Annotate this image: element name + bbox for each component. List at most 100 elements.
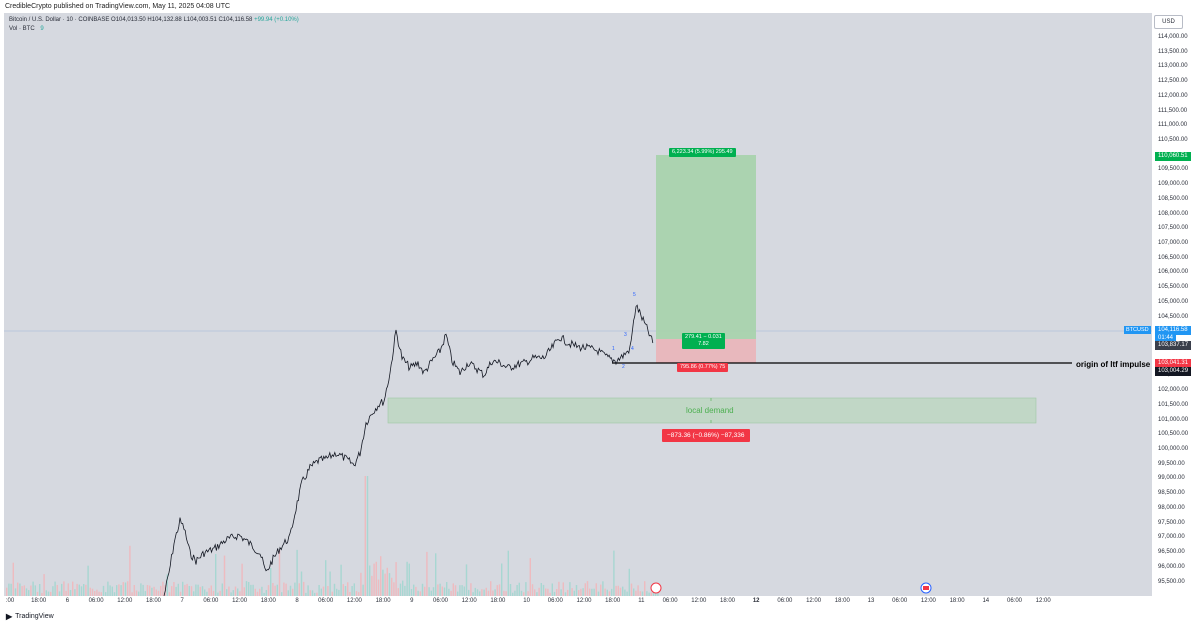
volume-bar xyxy=(320,588,322,596)
volume-bar xyxy=(329,571,331,596)
volume-bar xyxy=(476,589,479,596)
volume-bar xyxy=(153,586,155,596)
volume-bar xyxy=(133,585,135,596)
volume-bar xyxy=(595,583,597,596)
volume-bar xyxy=(175,586,177,596)
volume-bar xyxy=(364,476,366,596)
volume-bar xyxy=(206,591,208,596)
volume-bar xyxy=(351,586,353,596)
volume-bar xyxy=(525,582,527,596)
wave-label-1: 1 xyxy=(612,346,615,352)
volume-bar xyxy=(542,584,545,596)
volume-bar xyxy=(234,586,237,596)
time-tick-label: 14 xyxy=(982,598,990,604)
time-tick-label: 8 xyxy=(295,598,299,604)
volume-bar xyxy=(111,586,113,596)
chart-pane[interactable] xyxy=(4,13,1152,596)
volume-bar xyxy=(366,476,369,596)
volume-bar xyxy=(276,584,278,596)
volume-bar xyxy=(331,591,333,596)
volume-bar xyxy=(252,584,254,596)
volume-bar xyxy=(6,587,8,596)
volume-bar xyxy=(215,554,217,596)
time-tick-label: 9 xyxy=(410,598,414,604)
long-position-profit-zone[interactable] xyxy=(656,155,756,339)
volume-bar xyxy=(232,590,234,596)
volume-bar xyxy=(228,586,230,596)
volume-bar xyxy=(58,591,61,596)
volume-bar xyxy=(527,591,529,596)
volume-bar xyxy=(166,574,168,596)
volume-bar xyxy=(646,591,648,596)
volume-bar xyxy=(116,585,118,596)
volume-bar xyxy=(608,591,611,596)
volume-bar xyxy=(459,585,461,596)
price-tick-label: 114,000.00 xyxy=(1158,34,1188,40)
volume-bar xyxy=(564,592,567,596)
volume-bar xyxy=(300,571,303,596)
volume-bar xyxy=(432,587,435,596)
volume-bar xyxy=(285,583,287,596)
volume-bar xyxy=(182,581,184,596)
volume-bar xyxy=(336,588,338,596)
volume-bar xyxy=(474,587,476,596)
stop-info-label: 795.86 (0.77%) 75 xyxy=(677,363,729,372)
local-demand-zone[interactable] xyxy=(387,397,1037,424)
volume-bar xyxy=(34,585,36,596)
volume-bar xyxy=(514,590,516,596)
time-tick-label: 06:00 xyxy=(662,598,678,604)
volume-bar xyxy=(441,586,443,596)
volume-bar xyxy=(226,589,228,596)
volume-bar xyxy=(571,588,573,596)
time-tick-label: 06:00 xyxy=(777,598,793,604)
volume-bar xyxy=(593,588,595,596)
time-tick-label: 06:00 xyxy=(432,598,449,604)
volume-bar xyxy=(223,555,226,596)
event-icon-crypto[interactable] xyxy=(650,582,662,594)
volume-bar xyxy=(274,585,276,596)
volume-bar xyxy=(507,550,509,596)
price-tick-label: 110,500.00 xyxy=(1158,137,1188,143)
volume-bar xyxy=(534,589,536,596)
volume-bar xyxy=(83,584,85,596)
volume-bar xyxy=(318,585,320,596)
volume-bar xyxy=(633,588,635,596)
volume-bar xyxy=(450,590,452,596)
volume-bar xyxy=(344,586,347,596)
time-tick-label: 18:00 xyxy=(490,598,506,604)
price-tick-label: 98,500.00 xyxy=(1158,490,1185,497)
price-tick-label: 107,500.00 xyxy=(1158,225,1189,232)
volume-bar xyxy=(212,590,215,596)
volume-bar xyxy=(322,586,325,596)
volume-bar xyxy=(94,591,96,596)
volume-bar xyxy=(241,563,243,596)
volume-bar xyxy=(316,592,318,596)
volume-bar xyxy=(355,591,358,596)
price-chart[interactable] xyxy=(4,13,1152,596)
volume-bar xyxy=(617,585,619,596)
volume-bar xyxy=(644,581,646,596)
volume-bar xyxy=(248,582,250,596)
price-tick-label: 104,500.00 xyxy=(1158,313,1189,320)
time-tick-label: 18:00 xyxy=(605,598,621,604)
volume-bar xyxy=(45,590,47,596)
volume-bar xyxy=(98,591,100,596)
volume-bar xyxy=(32,581,34,596)
currency-selector[interactable]: USD xyxy=(1154,15,1183,29)
volume-bar xyxy=(452,583,454,596)
volume-bar xyxy=(382,569,384,596)
volume-bar xyxy=(494,589,496,596)
legend-change: +99.94 (+0.10%) xyxy=(254,17,299,23)
volume-bar xyxy=(538,587,540,596)
volume-bar xyxy=(560,589,562,596)
volume-bar xyxy=(443,587,446,596)
volume-bar xyxy=(173,582,175,596)
volume-bar xyxy=(582,588,584,596)
volume-bar xyxy=(76,583,78,596)
volume-value: 9 xyxy=(40,26,44,32)
entry-price-tag: 103,837.17 xyxy=(1155,341,1192,350)
symbol-tag: BTCUSD xyxy=(1124,326,1151,334)
volume-bar xyxy=(144,591,146,596)
origin-annotation: origin of ltf impulse xyxy=(1076,360,1151,369)
volume-bar xyxy=(578,590,580,596)
